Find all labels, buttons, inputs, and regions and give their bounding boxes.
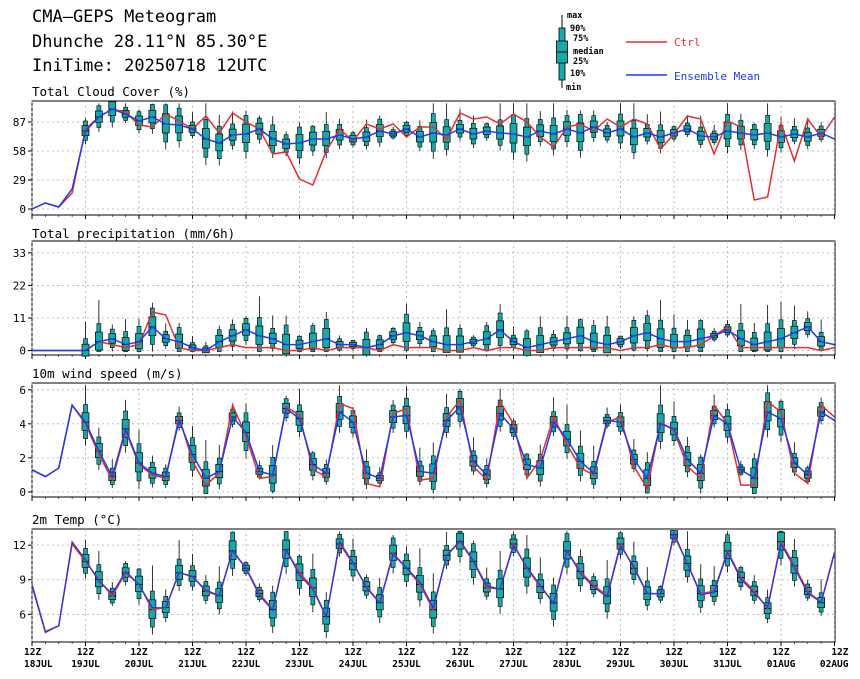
ctrl-series-line xyxy=(31,108,836,210)
legend-ctrl-label: Ctrl xyxy=(674,36,701,49)
ytick-label: 0 xyxy=(19,203,26,216)
ytick-label: 2 xyxy=(19,452,26,465)
xtick-label-time: 12Z xyxy=(344,647,361,658)
xtick-label-time: 12Z xyxy=(772,647,789,658)
legend-box-label: 75% xyxy=(573,34,589,44)
legend-box-label: median xyxy=(573,46,604,57)
panel-title-precip: Total precipitation (mm/6h) xyxy=(32,226,236,241)
xtick-label-time: 12Z xyxy=(831,647,848,658)
ytick-label: 4 xyxy=(19,418,26,431)
ytick-label: 12 xyxy=(13,539,26,552)
xtick-label-time: 12Z xyxy=(291,647,308,658)
ytick-label: 58 xyxy=(13,145,26,158)
ytick-label: 0 xyxy=(19,345,26,358)
ytick-label: 87 xyxy=(13,116,26,129)
xtick-label-date: 22JUL xyxy=(232,659,261,670)
xtick-label-time: 12Z xyxy=(558,647,575,658)
xtick-label-date: 20JUL xyxy=(125,659,154,670)
panel-title-temp: 2m Temp (°C) xyxy=(32,512,123,527)
ytick-label: 6 xyxy=(19,608,26,621)
mean-series-line xyxy=(31,108,835,210)
xtick-label-date: 25JUL xyxy=(392,659,421,670)
xtick-label-time: 12Z xyxy=(398,647,415,658)
xtick-label-time: 12Z xyxy=(24,647,41,658)
xtick-label-time: 12Z xyxy=(612,647,629,658)
legend-box-label: min xyxy=(566,82,581,93)
xtick-label-time: 12Z xyxy=(451,647,468,658)
xtick-label-date: 30JUL xyxy=(660,659,689,670)
xtick-label-time: 12Z xyxy=(130,647,147,658)
panel-3: 6 9 12 xyxy=(13,528,836,646)
xtick-label-date: 21JUL xyxy=(178,659,207,670)
xtick-label-time: 12Z xyxy=(77,647,94,658)
panel-2: 0 2 4 6 xyxy=(19,382,836,501)
mean-series-line xyxy=(31,403,835,481)
ytick-label: 6 xyxy=(19,384,26,397)
xtick-label-date: 24JUL xyxy=(339,659,368,670)
ytick-label: 11 xyxy=(13,312,26,325)
ytick-label: 29 xyxy=(13,174,26,187)
legend-box-label: max xyxy=(567,11,582,21)
location-label: Dhunche 28.11°N 85.30°E xyxy=(32,32,268,52)
ytick-label: 33 xyxy=(13,247,26,260)
legend-box-label: 10% xyxy=(570,69,586,79)
xtick-label-time: 12Z xyxy=(184,647,201,658)
panel-1: 0 11 22 33 xyxy=(13,240,836,359)
legend-box-label: 90% xyxy=(570,24,586,34)
chart-title: CMA—GEPS Meteogram xyxy=(32,7,217,27)
legend-mean-label: Ensemble Mean xyxy=(674,70,760,83)
panel-title-wind: 10m wind speed (m/s) xyxy=(32,366,183,381)
xtick-label-time: 12Z xyxy=(719,647,736,658)
mean-series-line xyxy=(31,530,836,634)
xtick-label-date: 01AUG xyxy=(767,659,796,670)
xtick-label-time: 12Z xyxy=(237,647,254,658)
xtick-label-time: 12Z xyxy=(665,647,682,658)
xtick-label-date: 19JUL xyxy=(71,659,100,670)
ctrl-series-line xyxy=(31,398,835,491)
ytick-label: 22 xyxy=(13,279,26,292)
mean-series-line xyxy=(32,325,835,352)
panel-0: 0 29 58 87 xyxy=(13,100,836,219)
xtick-label-date: 02AUG xyxy=(820,659,849,670)
xtick-label-time: 12Z xyxy=(505,647,522,658)
xtick-label-date: 27JUL xyxy=(499,659,528,670)
legend-box-label: 25% xyxy=(573,57,589,67)
xtick-label-date: 26JUL xyxy=(446,659,475,670)
init-time-label: IniTime: 20250718 12UTC xyxy=(32,56,268,76)
xtick-label-date: 31JUL xyxy=(713,659,742,670)
panel-title-cloud: Total Cloud Cover (%) xyxy=(32,84,191,99)
xtick-label-date: 29JUL xyxy=(606,659,635,670)
ytick-label: 9 xyxy=(19,574,26,587)
ctrl-series-line xyxy=(32,311,835,352)
xtick-label-date: 23JUL xyxy=(285,659,314,670)
xtick-label-date: 28JUL xyxy=(553,659,582,670)
ytick-label: 0 xyxy=(19,486,26,499)
xtick-label-date: 18JUL xyxy=(24,659,53,670)
